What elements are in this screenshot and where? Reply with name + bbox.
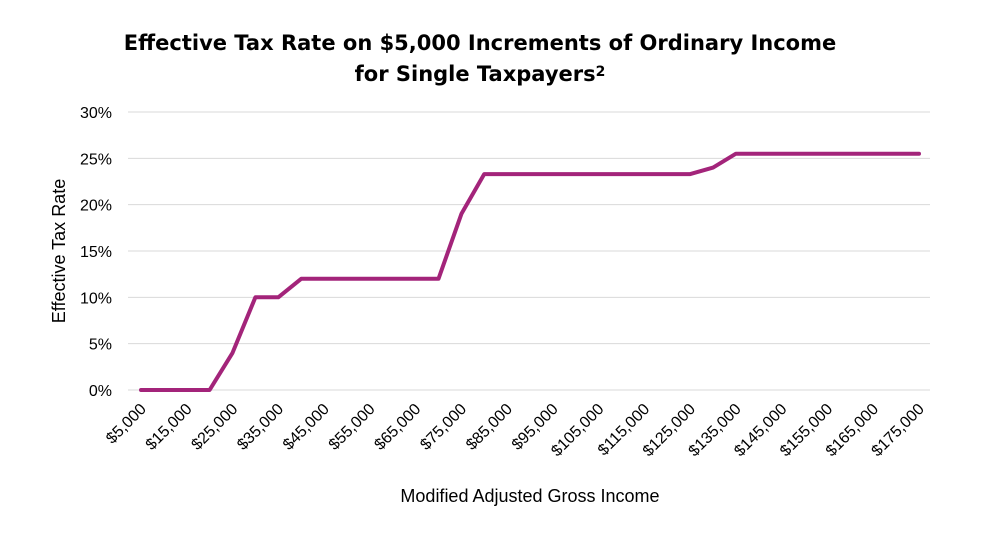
x-axis-label: Modified Adjusted Gross Income [400, 486, 659, 506]
series-line [139, 151, 921, 392]
x-tick-label: $75,000 [417, 401, 470, 454]
x-tick-label: $45,000 [280, 401, 333, 454]
title-footnote-marker: 2 [595, 64, 606, 80]
y-tick-label: 0% [89, 383, 112, 400]
y-tick-label: 10% [80, 290, 112, 307]
x-tick-label: $85,000 [463, 401, 516, 454]
x-tick-label: $15,000 [143, 401, 196, 454]
chart-title-line2: for Single Taxpayers2 [0, 59, 960, 90]
series-group [139, 151, 921, 392]
y-tick-label: 5% [89, 337, 112, 354]
y-tick-label: 15% [80, 244, 112, 261]
y-axis-label: Effective Tax Rate [49, 179, 69, 323]
y-tick-label: 30% [80, 105, 112, 122]
x-tick-label: $65,000 [371, 401, 424, 454]
x-tick-label: $55,000 [326, 401, 379, 454]
chart-title-line1: Effective Tax Rate on $5,000 Increments … [123, 31, 837, 55]
x-tick-label: $25,000 [188, 401, 241, 454]
chart-title: Effective Tax Rate on $5,000 Increments … [0, 28, 960, 90]
y-tick-label: 25% [80, 151, 112, 168]
y-axis-ticks: 0% 5% 10% 15% 20% 25% 30% [80, 105, 112, 400]
x-axis-ticks: $5,000$15,000$25,000$35,000$45,000$55,00… [103, 401, 928, 460]
y-tick-label: 20% [80, 198, 112, 215]
x-tick-label: $35,000 [234, 401, 287, 454]
chart-title-line2-text: for Single Taxpayers [354, 62, 596, 86]
